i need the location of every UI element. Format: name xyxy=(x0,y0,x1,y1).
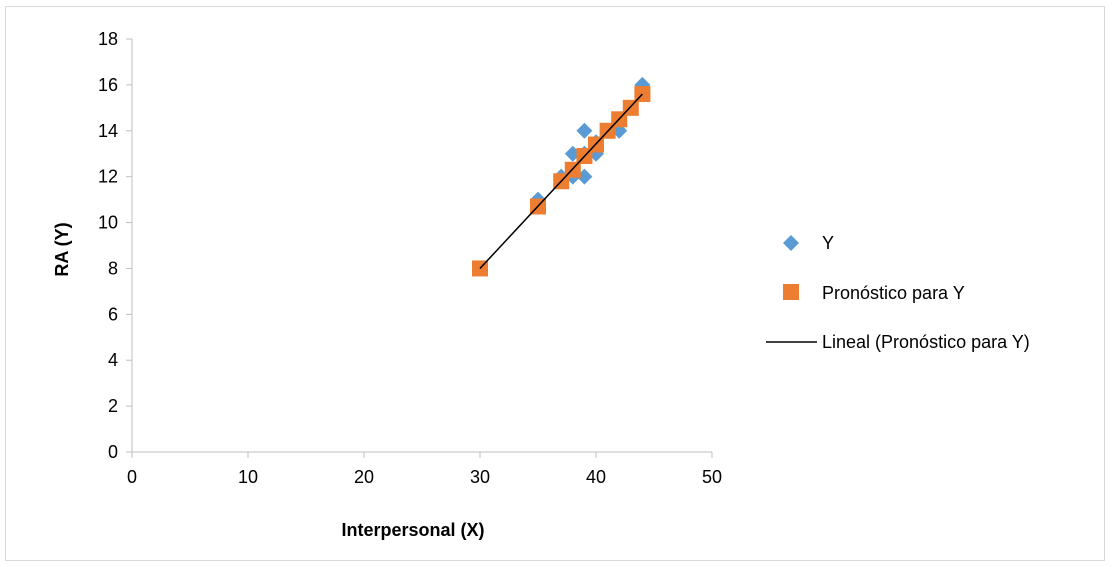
legend-item-y: Y xyxy=(783,233,834,253)
y-tick-label: 2 xyxy=(108,396,118,416)
y-tick-label: 4 xyxy=(108,350,118,370)
y-tick-label: 8 xyxy=(108,258,118,278)
legend-square-marker xyxy=(783,284,799,300)
x-tick-label: 10 xyxy=(238,467,258,487)
x-axis-title: Interpersonal (X) xyxy=(341,520,484,540)
y-tick-label: 18 xyxy=(98,29,118,49)
x-tick-label: 20 xyxy=(354,467,374,487)
y-tick-label: 10 xyxy=(98,213,118,233)
x-tick-label: 0 xyxy=(127,467,137,487)
x-ticks: 0 10 20 30 40 50 xyxy=(127,452,722,487)
legend-label: Pronóstico para Y xyxy=(822,283,965,303)
plot-area xyxy=(472,76,651,277)
legend-diamond-marker xyxy=(783,235,799,251)
y-tick-label: 12 xyxy=(98,167,118,187)
legend-label: Lineal (Pronóstico para Y) xyxy=(822,332,1030,352)
y-tick-label: 14 xyxy=(98,121,118,141)
x-tick-label: 40 xyxy=(586,467,606,487)
chart-frame xyxy=(5,6,1105,561)
y-ticks: 0 2 4 6 8 10 12 14 16 18 xyxy=(98,29,132,462)
y-tick-label: 16 xyxy=(98,75,118,95)
legend-item-forecast: Pronóstico para Y xyxy=(783,283,965,303)
axes: 0 2 4 6 8 10 12 14 16 18 0 10 20 30 40 50 xyxy=(98,29,722,487)
x-tick-label: 50 xyxy=(702,467,722,487)
y-axis-title: RA (Y) xyxy=(52,222,72,276)
trendline xyxy=(479,93,643,269)
y-tick-label: 0 xyxy=(108,442,118,462)
legend: Y Pronóstico para Y Lineal (Pronóstico p… xyxy=(766,233,1030,352)
x-tick-label: 30 xyxy=(470,467,490,487)
y-point xyxy=(576,122,593,139)
legend-item-trendline: Lineal (Pronóstico para Y) xyxy=(766,332,1030,352)
legend-label: Y xyxy=(822,233,834,253)
y-tick-label: 6 xyxy=(108,304,118,324)
